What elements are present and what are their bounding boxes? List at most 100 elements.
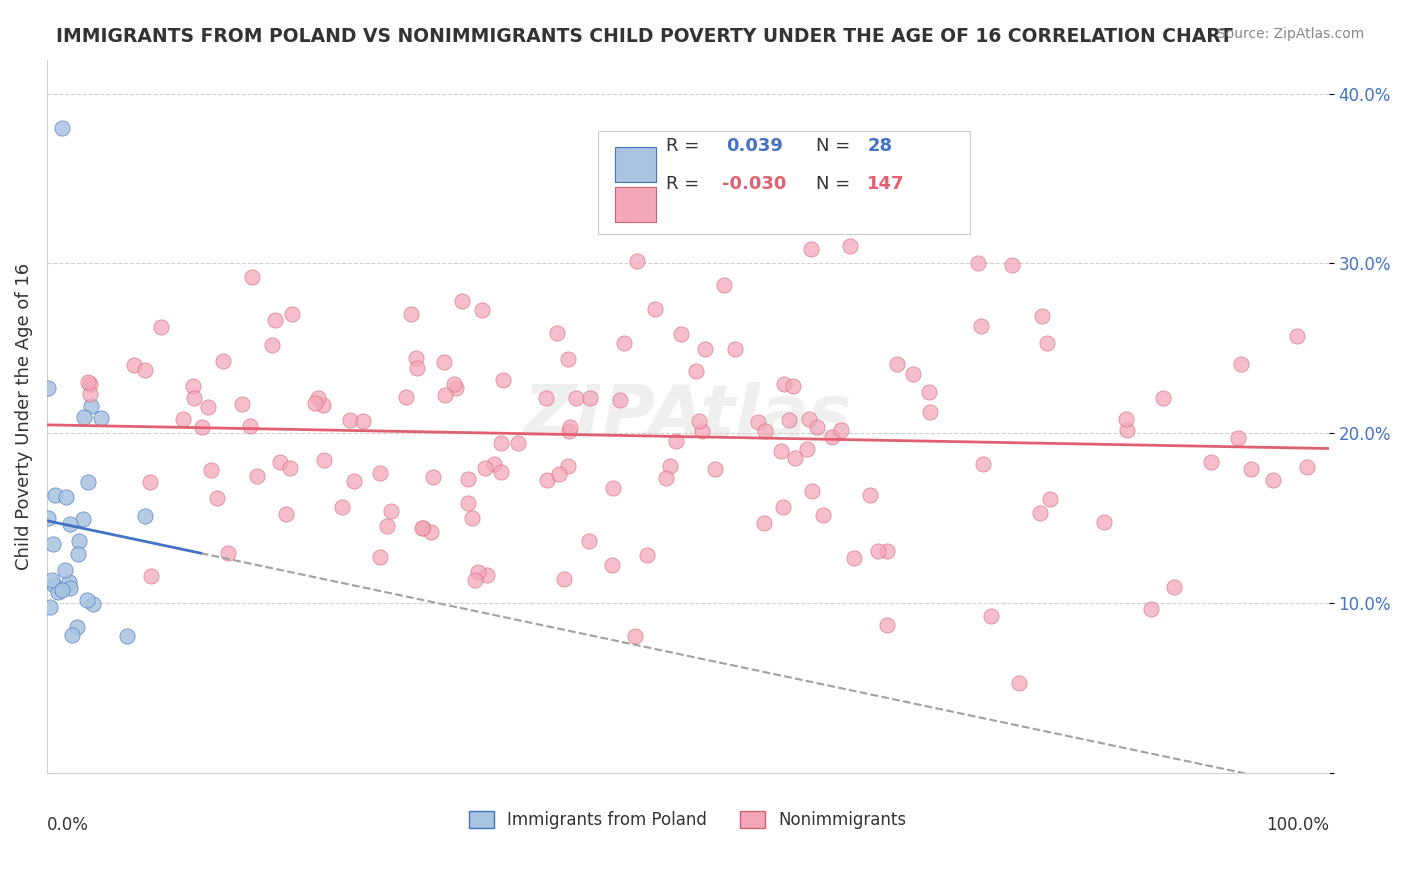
Point xyxy=(58,574,80,589)
Point xyxy=(240,269,263,284)
Point xyxy=(79,387,101,401)
Point xyxy=(82,597,104,611)
Text: 147: 147 xyxy=(868,176,905,194)
Point xyxy=(42,537,65,551)
Point xyxy=(713,277,735,292)
Point xyxy=(579,391,602,405)
Point xyxy=(73,409,96,424)
Point xyxy=(239,419,262,434)
Point xyxy=(772,500,794,514)
Point xyxy=(769,444,792,458)
FancyBboxPatch shape xyxy=(598,131,970,235)
Point xyxy=(343,474,366,488)
Point xyxy=(917,385,939,400)
Point xyxy=(38,599,60,614)
Point xyxy=(207,491,229,505)
Point xyxy=(264,313,287,327)
Point xyxy=(669,326,692,341)
Point xyxy=(655,471,678,485)
Point xyxy=(55,490,77,504)
Point xyxy=(330,500,353,514)
Point xyxy=(972,457,994,471)
Point xyxy=(191,420,214,434)
Point xyxy=(411,521,433,535)
Point xyxy=(307,392,329,406)
Point xyxy=(534,391,557,405)
Point xyxy=(80,399,103,413)
Point xyxy=(66,619,89,633)
Point xyxy=(246,468,269,483)
Point xyxy=(405,351,427,365)
Point xyxy=(1227,431,1250,445)
Point xyxy=(623,629,645,643)
Point xyxy=(197,401,219,415)
Point xyxy=(482,457,505,471)
Point xyxy=(920,405,942,419)
Point xyxy=(59,581,82,595)
Text: N =: N = xyxy=(815,137,851,155)
Point xyxy=(811,508,834,522)
Point xyxy=(690,425,713,439)
Point xyxy=(51,120,73,135)
Point xyxy=(139,475,162,490)
Point xyxy=(970,318,993,333)
Point xyxy=(368,550,391,565)
Point xyxy=(471,303,494,318)
Point xyxy=(553,573,575,587)
Point xyxy=(782,379,804,393)
Point xyxy=(401,308,423,322)
Point xyxy=(613,335,636,350)
Point xyxy=(314,452,336,467)
Point xyxy=(412,521,434,535)
Point xyxy=(37,511,59,525)
Point xyxy=(821,430,844,444)
Point xyxy=(1115,412,1137,426)
Point xyxy=(1296,460,1319,475)
FancyBboxPatch shape xyxy=(614,186,655,221)
Legend: Immigrants from Poland, Nonimmigrants: Immigrants from Poland, Nonimmigrants xyxy=(468,811,907,829)
Point xyxy=(375,518,398,533)
Text: Source: ZipAtlas.com: Source: ZipAtlas.com xyxy=(1216,27,1364,41)
Point xyxy=(506,435,529,450)
Point xyxy=(183,378,205,392)
Point xyxy=(737,205,759,219)
Point xyxy=(72,512,94,526)
Point xyxy=(858,488,880,502)
Point xyxy=(434,387,457,401)
Point xyxy=(866,544,889,558)
Point xyxy=(565,391,588,405)
Point xyxy=(457,472,479,486)
Point xyxy=(134,509,156,524)
Point xyxy=(42,577,65,591)
Point xyxy=(839,239,862,253)
Text: R =: R = xyxy=(666,176,699,194)
Point xyxy=(797,412,820,426)
Point xyxy=(76,592,98,607)
Text: N =: N = xyxy=(815,176,851,194)
Point xyxy=(269,455,291,469)
Point xyxy=(231,397,253,411)
Point xyxy=(115,629,138,643)
Point xyxy=(260,338,283,352)
Point xyxy=(1008,676,1031,690)
Point xyxy=(451,293,474,308)
Point xyxy=(693,342,716,356)
Point xyxy=(422,469,444,483)
Point xyxy=(79,377,101,392)
Point xyxy=(1152,391,1174,405)
Point xyxy=(609,392,631,407)
Point xyxy=(806,419,828,434)
Point xyxy=(460,511,482,525)
Point xyxy=(67,534,90,549)
Point xyxy=(141,568,163,582)
Point xyxy=(446,381,468,395)
Point xyxy=(901,367,924,381)
Point xyxy=(1163,580,1185,594)
Point xyxy=(644,301,666,316)
Point xyxy=(773,376,796,391)
Point xyxy=(558,425,581,439)
Point xyxy=(217,546,239,560)
Text: 0.039: 0.039 xyxy=(727,137,783,155)
FancyBboxPatch shape xyxy=(614,147,655,182)
Point xyxy=(304,396,326,410)
